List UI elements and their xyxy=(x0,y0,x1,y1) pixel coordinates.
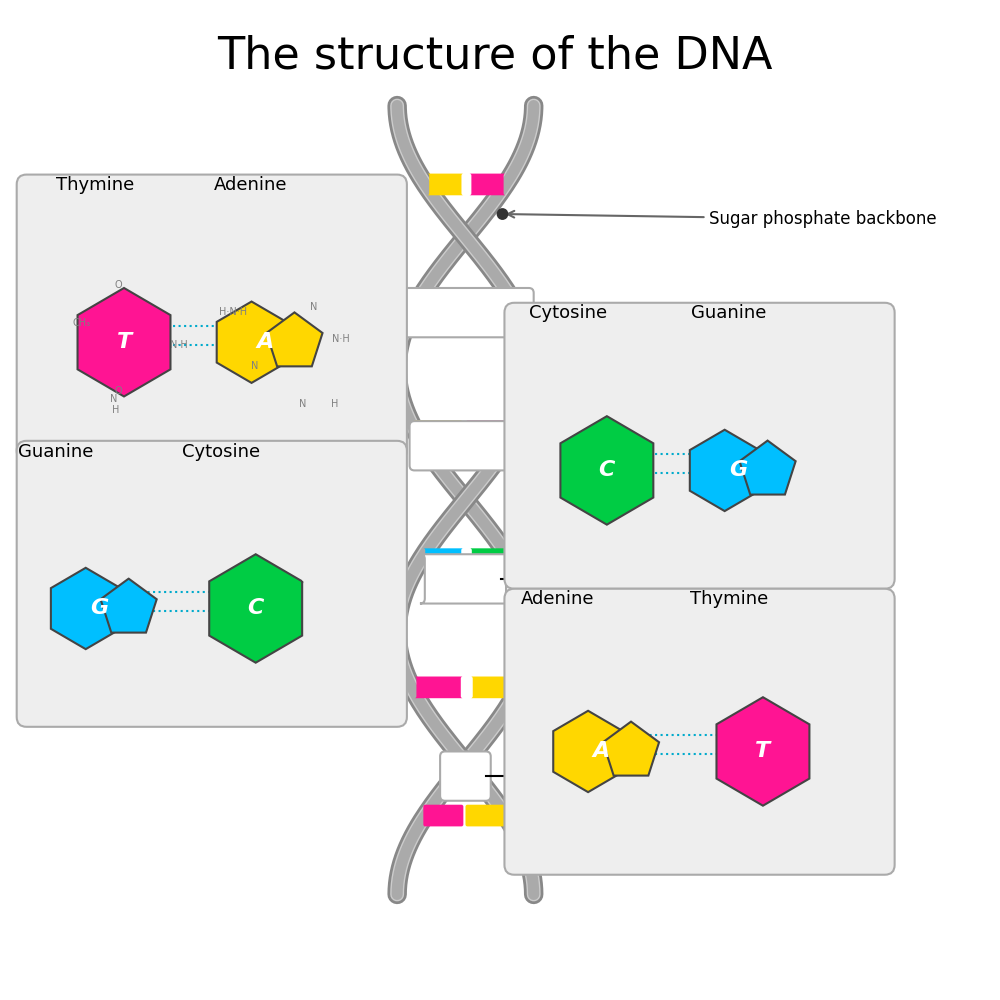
FancyBboxPatch shape xyxy=(470,548,510,570)
Polygon shape xyxy=(560,416,653,525)
Text: H: H xyxy=(331,399,338,409)
FancyBboxPatch shape xyxy=(397,288,534,337)
Text: O: O xyxy=(115,280,122,290)
Text: Adenine: Adenine xyxy=(521,590,595,608)
Polygon shape xyxy=(51,568,121,649)
Text: Thymine: Thymine xyxy=(56,176,134,194)
FancyBboxPatch shape xyxy=(414,677,463,698)
Text: C: C xyxy=(248,598,264,618)
FancyBboxPatch shape xyxy=(440,751,491,801)
Circle shape xyxy=(497,208,508,220)
Text: G: G xyxy=(729,460,747,480)
FancyBboxPatch shape xyxy=(466,292,513,314)
Text: T: T xyxy=(755,741,771,761)
Text: N: N xyxy=(310,302,317,312)
Polygon shape xyxy=(716,697,809,806)
FancyBboxPatch shape xyxy=(17,175,407,461)
Text: N: N xyxy=(299,399,306,409)
Polygon shape xyxy=(78,288,170,396)
FancyBboxPatch shape xyxy=(423,805,463,826)
Text: Adenine: Adenine xyxy=(214,176,288,194)
FancyBboxPatch shape xyxy=(410,421,521,470)
Text: C: C xyxy=(599,460,615,480)
Text: N: N xyxy=(251,361,258,371)
Text: H·N·H: H·N·H xyxy=(219,307,247,317)
FancyBboxPatch shape xyxy=(427,174,463,195)
Text: Thymine: Thymine xyxy=(690,590,768,608)
Polygon shape xyxy=(101,579,157,633)
Text: N·H: N·H xyxy=(332,334,350,344)
Text: N·H: N·H xyxy=(170,340,187,350)
FancyBboxPatch shape xyxy=(469,174,506,195)
Polygon shape xyxy=(209,554,302,663)
Text: The structure of the DNA: The structure of the DNA xyxy=(217,35,772,78)
FancyBboxPatch shape xyxy=(17,441,407,727)
FancyBboxPatch shape xyxy=(420,554,511,604)
Polygon shape xyxy=(603,722,659,776)
FancyBboxPatch shape xyxy=(413,420,462,442)
Text: O: O xyxy=(115,386,122,396)
Polygon shape xyxy=(217,302,286,383)
Text: A: A xyxy=(256,332,274,352)
Text: Guanine: Guanine xyxy=(18,443,93,461)
Polygon shape xyxy=(266,312,323,366)
FancyBboxPatch shape xyxy=(471,677,519,698)
Text: Sugar phosphate backbone: Sugar phosphate backbone xyxy=(508,210,937,228)
Text: G: G xyxy=(90,598,108,618)
Text: A: A xyxy=(593,741,610,761)
FancyBboxPatch shape xyxy=(504,303,895,589)
Text: N: N xyxy=(110,394,117,404)
FancyBboxPatch shape xyxy=(504,589,895,875)
Polygon shape xyxy=(553,711,623,792)
Text: CH₃: CH₃ xyxy=(72,318,90,328)
Polygon shape xyxy=(740,441,796,495)
Text: Cytosine: Cytosine xyxy=(182,443,261,461)
Text: H: H xyxy=(112,405,120,415)
Text: T: T xyxy=(116,332,132,352)
Text: Cytosine: Cytosine xyxy=(529,304,607,322)
FancyBboxPatch shape xyxy=(465,805,506,826)
FancyBboxPatch shape xyxy=(423,548,463,570)
FancyBboxPatch shape xyxy=(466,420,515,442)
Text: Guanine: Guanine xyxy=(691,304,766,322)
Polygon shape xyxy=(690,430,760,511)
FancyBboxPatch shape xyxy=(415,292,463,314)
